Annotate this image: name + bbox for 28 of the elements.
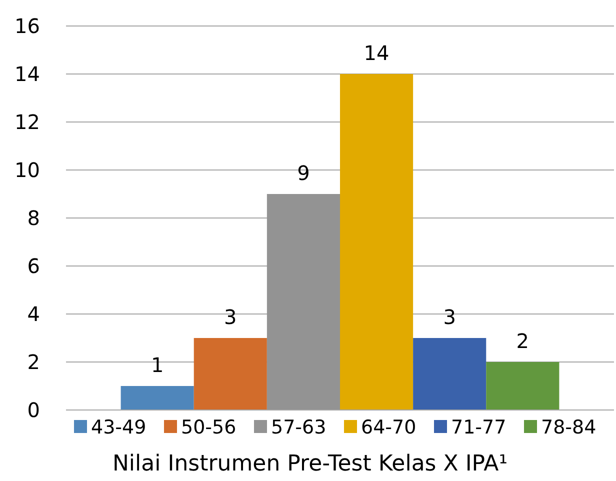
bar (266, 194, 340, 410)
data-label: 1 (150, 353, 164, 377)
bar (413, 338, 486, 410)
y-tick-label: 12 (14, 110, 40, 134)
data-label: 14 (364, 41, 390, 65)
legend-label: 64-70 (361, 416, 416, 439)
y-tick-label: 14 (14, 62, 40, 86)
bar (486, 362, 560, 410)
y-tick-label: 6 (27, 254, 40, 278)
legend-label: 57-63 (271, 416, 326, 439)
y-tick-label: 8 (27, 206, 40, 230)
legend-label: 43-49 (91, 416, 146, 439)
data-label: 9 (297, 161, 310, 185)
y-tick-label: 16 (14, 14, 40, 38)
legend-label: 78-84 (541, 416, 596, 439)
data-label: 2 (516, 329, 530, 353)
y-tick-label: 4 (27, 302, 40, 326)
y-tick-label: 0 (27, 398, 40, 422)
data-label: 3 (224, 305, 237, 329)
bar (340, 74, 414, 410)
data-label: 3 (443, 305, 456, 329)
legend-label: 50-56 (181, 416, 236, 439)
y-tick-label: 10 (14, 158, 40, 182)
bar (194, 338, 267, 410)
y-tick-label: 2 (27, 350, 40, 374)
legend-label: 71-77 (451, 416, 506, 439)
x-axis-title: Nilai Instrumen Pre-Test Kelas X IPA¹ (112, 452, 508, 477)
bar (120, 386, 194, 410)
